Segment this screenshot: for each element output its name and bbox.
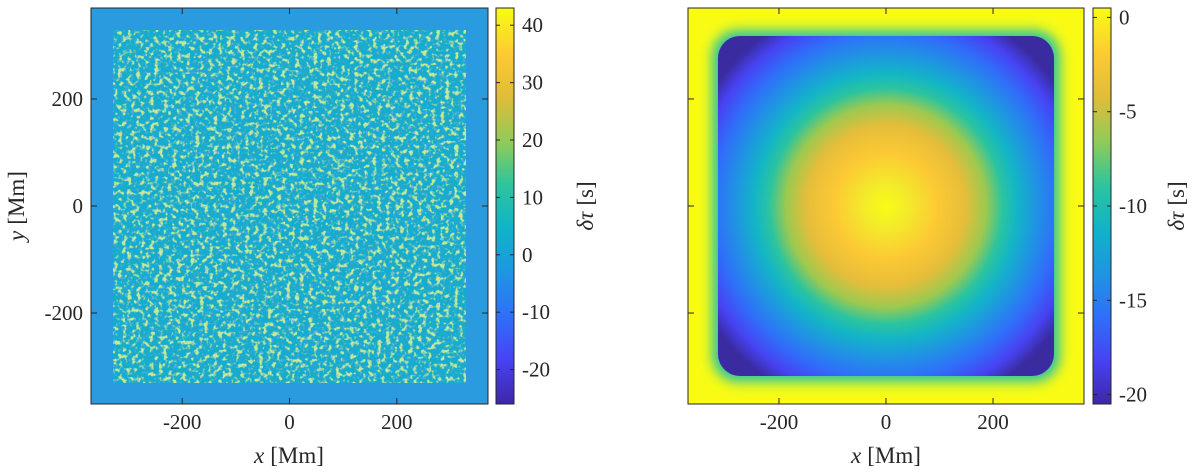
left-colorbar-label: δτ[s]	[573, 181, 598, 230]
x-tick-label: 0	[284, 410, 295, 434]
right-heatmap-field	[688, 8, 1084, 404]
y-tick-label: 200	[52, 87, 84, 111]
x-tick-label: -200	[760, 410, 799, 434]
colorbar-tick-label: 40	[522, 13, 543, 37]
right-axis-ticks	[688, 8, 1084, 404]
colorbar-tick-label: 0	[522, 243, 533, 267]
colorbar-tick-label: 0	[1119, 5, 1130, 29]
x-tick-label: -200	[163, 410, 202, 434]
left-heatmap-panel: -200 0 200 200 0 -200 y[Mm] x [Mm] 40 30 20 10 0 -1…	[4, 7, 598, 468]
x-tick-label: 0	[881, 410, 892, 434]
colorbar-tick-label: -15	[1119, 288, 1147, 312]
right-tick-labels: -200 0 200	[760, 410, 1009, 434]
colorbar-tick-label: -20	[1119, 383, 1147, 407]
left-colorbar	[495, 7, 515, 405]
colorbar-tick-label: 10	[522, 185, 543, 209]
colorbar-tick-label: 20	[522, 128, 543, 152]
x-tick-label: 200	[381, 410, 413, 434]
left-x-axis-label: x [Mm]	[253, 443, 324, 468]
colorbar-tick-label: -10	[522, 300, 550, 324]
colorbar-tick-label: -5	[1119, 100, 1137, 124]
left-axis-ticks	[91, 8, 488, 404]
colorbar-tick-label: -20	[522, 358, 550, 382]
left-tick-labels: -200 0 200 200 0 -200	[45, 87, 413, 434]
left-colorbar-ticks: 40 30 20 10 0 -10 -20	[496, 13, 550, 382]
right-heatmap-panel: -200 0 200 x [Mm] 0 -5 -10 -15 -20 δτ[s]	[687, 5, 1189, 468]
colorbar-tick-label: -10	[1119, 194, 1147, 218]
right-x-axis-label: x [Mm]	[850, 443, 921, 468]
colorbar-tick-label: 30	[522, 71, 543, 95]
right-colorbar-label: δτ[s]	[1164, 181, 1189, 230]
left-heatmap-field	[91, 8, 488, 404]
y-tick-label: -200	[45, 301, 84, 325]
x-tick-label: 200	[977, 410, 1009, 434]
right-colorbar-ticks: 0 -5 -10 -15 -20	[1093, 5, 1147, 407]
y-tick-label: 0	[73, 194, 84, 218]
left-y-axis-label: y[Mm]	[4, 171, 29, 243]
